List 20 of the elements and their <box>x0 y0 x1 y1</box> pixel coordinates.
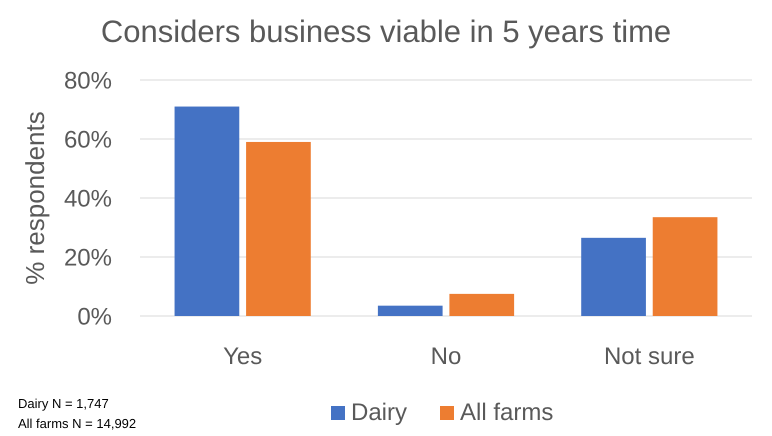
bar <box>174 106 240 316</box>
bar <box>246 142 311 316</box>
y-axis-title: % respondents <box>20 111 50 285</box>
chart-title: Considers business viable in 5 years time <box>100 14 672 49</box>
x-tick-label: Not sure <box>604 343 695 370</box>
bar <box>378 306 443 316</box>
bar <box>581 238 646 316</box>
text: Dairy N = 1,747 <box>18 396 109 411</box>
bar <box>449 294 514 316</box>
legend-label: All farms <box>460 399 554 426</box>
y-tick-label: 60% <box>64 126 112 154</box>
y-tick-label: 20% <box>64 244 112 272</box>
y-tick-label: 80% <box>64 67 112 94</box>
text: All farms N = 14,992 <box>18 416 136 431</box>
x-tick-label: No <box>430 343 462 370</box>
legend-label: Dairy <box>351 399 408 426</box>
y-tick-label: 0% <box>77 303 112 330</box>
x-tick-label: Yes <box>223 343 262 370</box>
bar <box>652 217 718 316</box>
y-tick-label: 40% <box>64 185 112 212</box>
